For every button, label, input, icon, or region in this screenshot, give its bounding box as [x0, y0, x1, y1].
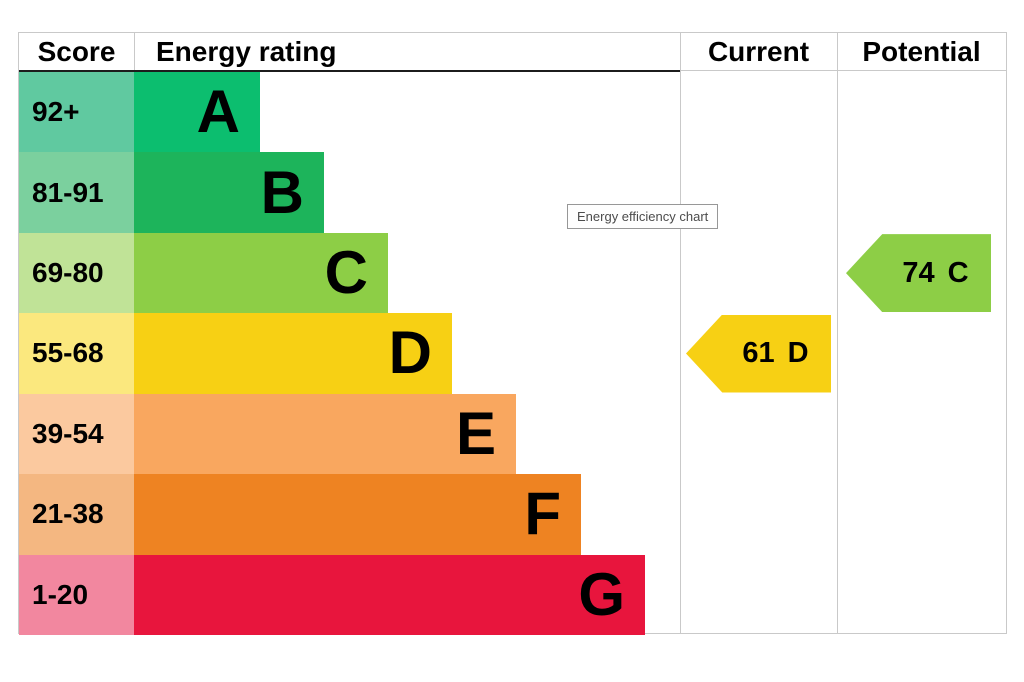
band-row-c: 69-80 C [19, 232, 680, 314]
divider-potential-column [837, 33, 838, 633]
band-row-b: 81-91 B [19, 152, 680, 233]
header-score-divider [134, 33, 135, 70]
rating-bar-d: D [134, 313, 452, 394]
header-potential: Potential [862, 35, 981, 67]
band-row-f: 21-38 F [19, 474, 680, 555]
band-row-e: 39-54 E [19, 393, 680, 475]
score-range-a: 92+ [19, 72, 134, 153]
score-range-e: 39-54 [19, 393, 134, 475]
header-energy-rating: Energy rating [156, 35, 337, 67]
potential-rating-letter: C [947, 256, 969, 289]
potential-rating-marker: 74 C [846, 234, 991, 313]
header-underline-dark [19, 70, 680, 72]
current-rating-letter: D [787, 337, 809, 369]
header-current: Current [707, 35, 810, 67]
rating-bar-f: F [134, 474, 581, 555]
rating-bar-g: G [134, 554, 645, 635]
score-range-d: 55-68 [19, 313, 134, 394]
header-underline-light [680, 70, 1006, 71]
band-row-d: 55-68 D [19, 313, 680, 394]
score-range-c: 69-80 [19, 232, 134, 314]
rating-bar-a: A [134, 72, 260, 153]
rating-bar-c: C [134, 232, 388, 314]
band-row-g: 1-20 G [19, 554, 680, 635]
rating-bar-b: B [134, 152, 324, 233]
band-row-a: 92+ A [19, 72, 680, 153]
score-range-b: 81-91 [19, 152, 134, 233]
chart-header-row: Score Energy rating Current Potential [19, 33, 1006, 70]
current-rating-value: 61 [742, 337, 775, 369]
score-range-g: 1-20 [19, 554, 134, 635]
potential-rating-value: 74 [902, 256, 935, 289]
divider-current-column [680, 33, 681, 633]
potential-rating-text: 74 C [902, 257, 968, 290]
chart-tooltip: Energy efficiency chart [567, 204, 719, 229]
rating-bar-e: E [134, 393, 516, 475]
current-rating-marker: 61 D [686, 314, 831, 393]
header-score: Score [37, 35, 116, 67]
epc-chart-table: Score Energy rating Current Potential 92… [18, 32, 1007, 635]
score-range-f: 21-38 [19, 474, 134, 555]
current-rating-text: 61 D [742, 337, 808, 370]
